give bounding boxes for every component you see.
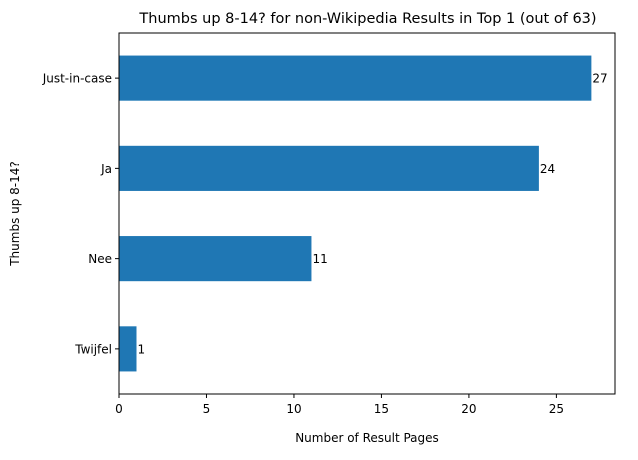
bar — [119, 145, 539, 191]
bar — [119, 236, 312, 282]
y-tick-label: Nee — [88, 252, 112, 266]
x-tick-label: 15 — [374, 402, 389, 416]
axes-layer — [118, 32, 616, 395]
x-axis-label: Number of Result Pages — [295, 431, 439, 445]
y-axis-label: Thumbs up 8-14? — [8, 161, 22, 267]
plot-frame — [118, 32, 616, 395]
y-tick-label: Ja — [100, 162, 112, 176]
x-tick-label: 0 — [115, 402, 123, 416]
data-label: 27 — [592, 72, 607, 86]
bar — [119, 326, 137, 372]
x-tick-label: 10 — [286, 402, 301, 416]
bars-layer — [119, 55, 592, 372]
y-ticks: Just-in-case Ja Nee Twijfel — [42, 72, 119, 356]
y-tick-label: Just-in-case — [42, 72, 112, 86]
data-label: 1 — [137, 342, 145, 356]
data-label: 11 — [312, 252, 327, 266]
bar — [119, 55, 592, 101]
y-tick-label: Twijfel — [74, 342, 112, 356]
data-label: 24 — [540, 162, 555, 176]
x-tick-label: 5 — [203, 402, 211, 416]
x-tick-label: 25 — [549, 402, 564, 416]
x-ticks: 0 5 10 15 20 25 — [115, 394, 564, 416]
x-tick-label: 20 — [461, 402, 476, 416]
chart-title: Thumbs up 8-14? for non-Wikipedia Result… — [138, 11, 596, 27]
